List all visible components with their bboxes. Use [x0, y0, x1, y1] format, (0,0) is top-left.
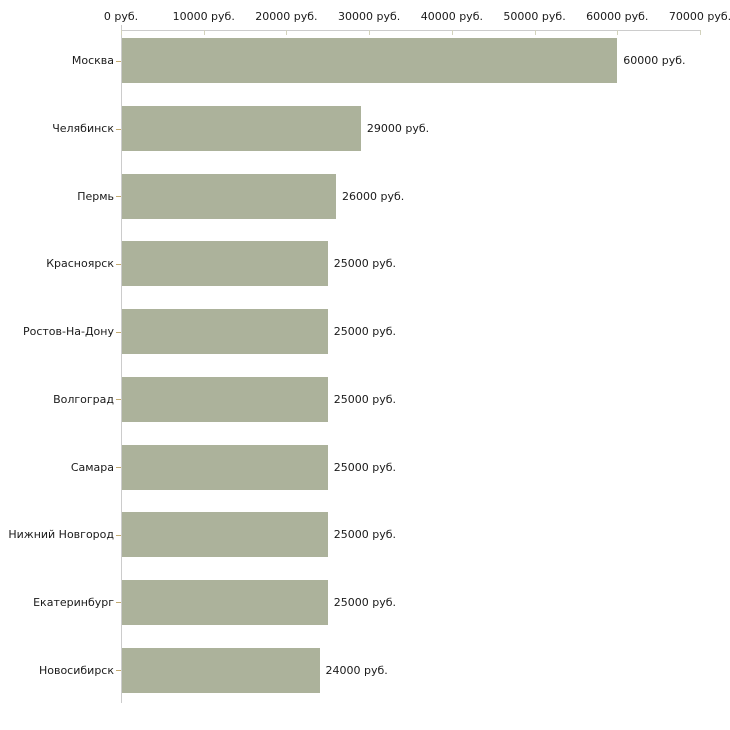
bar	[122, 241, 328, 287]
category-label: Пермь	[77, 189, 114, 203]
category-label: Екатеринбург	[33, 595, 114, 609]
value-label: 25000 руб.	[333, 325, 397, 339]
category-label: Челябинск	[52, 122, 114, 135]
category-axis-tick	[116, 535, 121, 536]
x-axis-line	[121, 30, 701, 31]
category-label: Нижний Новгород	[8, 528, 114, 542]
x-tick-label: 70000 руб.	[668, 10, 730, 23]
category-axis-tick	[116, 129, 121, 130]
value-label: 26000 руб.	[342, 189, 405, 203]
bar	[122, 106, 361, 151]
category-axis-tick	[116, 196, 121, 197]
bar	[122, 579, 328, 625]
x-tick-label: 60000 руб.	[586, 10, 649, 23]
bar	[122, 444, 328, 490]
category-axis-tick	[116, 264, 121, 265]
bar	[122, 512, 328, 558]
x-axis-tick	[286, 30, 287, 35]
category-label: Красноярск	[46, 257, 114, 271]
value-label: 25000 руб.	[333, 460, 397, 474]
category-label: Москва	[71, 54, 114, 68]
value-label: 25000 руб.	[333, 257, 397, 271]
category-axis-tick	[116, 61, 121, 62]
category-axis-tick	[116, 602, 121, 603]
value-label: 60000 руб.	[623, 54, 686, 68]
x-axis-tick	[617, 30, 618, 35]
bar	[122, 173, 337, 219]
x-tick-label: 40000 руб.	[420, 10, 483, 23]
category-axis-tick	[116, 399, 121, 400]
x-tick-label: 20000 руб.	[255, 10, 318, 23]
bar	[122, 647, 320, 693]
bar	[122, 38, 618, 84]
category-label: Ростов-На-Дону	[22, 325, 114, 339]
x-tick-label: 50000 руб.	[503, 10, 566, 23]
category-axis-tick	[116, 332, 121, 333]
x-axis-tick	[535, 30, 536, 35]
x-axis-tick	[369, 30, 370, 35]
value-label: 25000 руб.	[333, 392, 397, 406]
x-axis-tick	[204, 30, 205, 35]
bar	[122, 376, 328, 422]
value-label: 25000 руб.	[333, 528, 397, 542]
value-label: 25000 руб.	[333, 595, 397, 609]
x-tick-label: 0 руб.	[103, 10, 139, 23]
category-axis-tick	[116, 670, 121, 671]
x-tick-label: 30000 руб.	[338, 10, 401, 23]
y-axis-line	[121, 25, 122, 703]
bar	[122, 309, 328, 355]
value-label: 24000 руб.	[325, 663, 388, 677]
category-label: Волгоград	[53, 392, 114, 406]
x-axis-tick	[452, 30, 453, 35]
x-axis-tick	[121, 30, 122, 35]
x-axis-tick	[700, 30, 701, 35]
value-label: 29000 руб.	[366, 122, 430, 135]
x-tick-label: 10000 руб.	[172, 10, 235, 23]
category-label: Самара	[70, 460, 114, 474]
category-label: Новосибирск	[38, 663, 114, 677]
category-axis-tick	[116, 467, 121, 468]
